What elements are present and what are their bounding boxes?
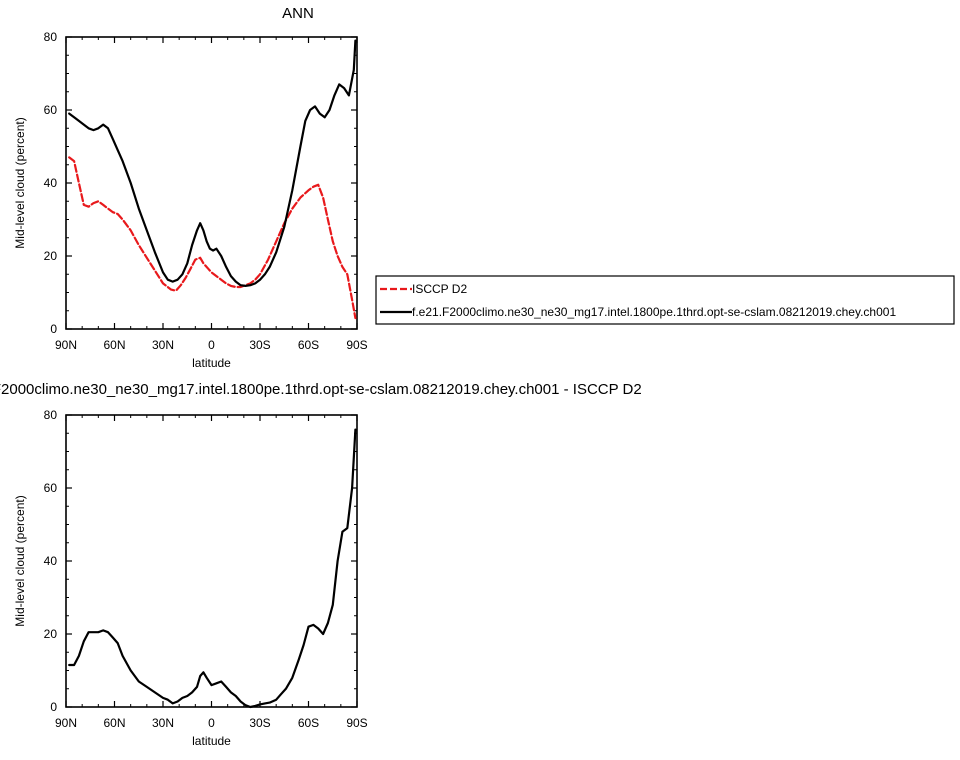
chart-1-xtick-label: 90S [346, 716, 367, 730]
chart-0-series-line-1 [68, 39, 357, 287]
chart-0-ytick-label: 60 [44, 103, 58, 117]
chart-1-xtick-label: 30S [249, 716, 270, 730]
chart-1-plot-frame [65, 414, 358, 708]
chart-1-ytick-label: 80 [44, 408, 58, 422]
chart-0-ytick-label: 40 [44, 176, 58, 190]
chart-1-ytick-label: 60 [44, 481, 58, 495]
chart-0-ytick-label: 20 [44, 249, 58, 263]
legend-label-1: f.e21.F2000climo.ne30_ne30_mg17.intel.18… [412, 305, 896, 319]
chart-0-xtick-label: 30S [249, 338, 270, 352]
legend-label-0: ISCCP D2 [412, 282, 467, 296]
chart-1-ytick-label: 0 [50, 700, 57, 714]
chart-0-xtick-label: 90S [346, 338, 367, 352]
chart-0-xtick-label: 0 [208, 338, 215, 352]
chart-0-xlabel: latitude [192, 356, 231, 370]
chart-0-xtick-label: 90N [55, 338, 77, 352]
legend-box [375, 275, 955, 325]
top-panel: ANN 90N 60N 30N 0 30S 60S 90S 0 20 40 60 80 latitude M… [13, 5, 368, 370]
chart-0-ytick-label: 0 [50, 322, 57, 336]
chart-0-ylabel: Mid-level cloud (percent) [13, 117, 27, 248]
chart-0-series-line-0 [68, 156, 357, 320]
chart-1-xtick-label: 60N [103, 716, 125, 730]
chart-0-xtick-label: 30N [152, 338, 174, 352]
chart-0-title: ANN [282, 5, 314, 22]
chart-1-ytick-label: 40 [44, 554, 58, 568]
chart-0-xtick-label: 60N [103, 338, 125, 352]
chart-1-xtick-label: 0 [208, 716, 215, 730]
chart-0-xtick-label: 60S [298, 338, 319, 352]
chart-1-xlabel: latitude [192, 734, 231, 748]
chart-0-ytick-label: 80 [44, 30, 58, 44]
chart-1-xtick-label: 60S [298, 716, 319, 730]
chart-1-title: f.e21.F2000climo.ne30_ne30_mg17.intel.18… [0, 381, 642, 398]
chart-1-xtick-label: 90N [55, 716, 77, 730]
chart-1-xtick-label: 30N [152, 716, 174, 730]
chart-1-series-line-0 [68, 428, 357, 709]
legend: ISCCP D2 f.e21.F2000climo.ne30_ne30_mg17.… [375, 275, 955, 325]
chart-0-plot-frame [65, 36, 358, 330]
chart-1-ytick-label: 20 [44, 627, 58, 641]
bottom-panel: f.e21.F2000climo.ne30_ne30_mg17.intel.18… [0, 381, 642, 748]
chart-1-ylabel: Mid-level cloud (percent) [13, 495, 27, 626]
